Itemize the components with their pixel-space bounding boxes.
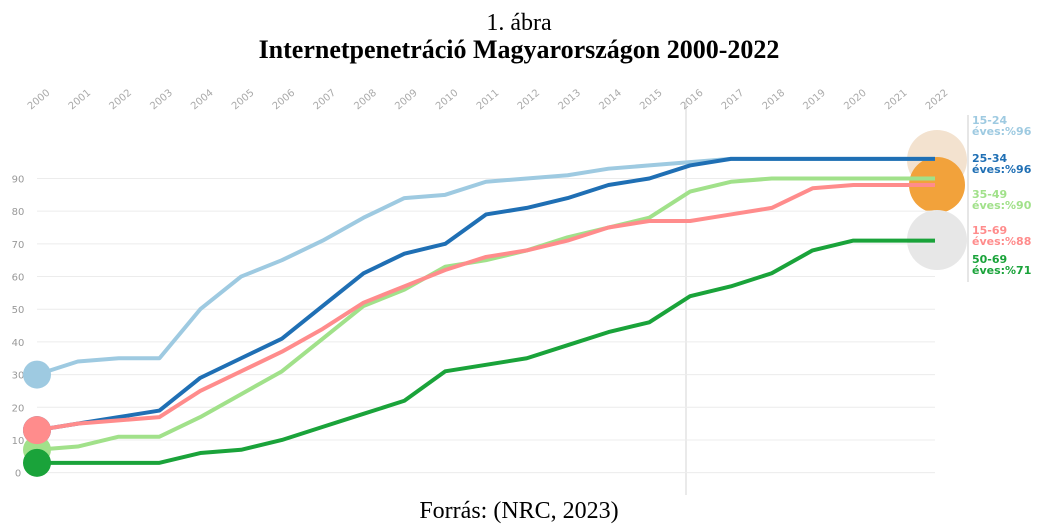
y-tick-label: 10 xyxy=(12,436,25,447)
x-tick-label: 2004 xyxy=(189,88,216,113)
x-tick-label: 2013 xyxy=(556,88,583,113)
start-marker xyxy=(23,361,51,389)
x-tick-label: 2015 xyxy=(638,88,665,113)
x-tick-label: 2006 xyxy=(271,88,298,113)
x-tick-label: 2016 xyxy=(679,88,706,113)
x-tick-label: 2009 xyxy=(393,88,420,113)
legend-label: éves:%90 xyxy=(972,199,1032,212)
x-tick-label: 2019 xyxy=(801,88,828,113)
source: Forrás: (NRC, 2023) xyxy=(419,498,618,524)
x-tick-label: 2002 xyxy=(107,88,134,113)
x-tick-label: 2021 xyxy=(883,88,910,113)
x-tick-label: 2018 xyxy=(761,88,788,113)
legend-label: éves:%71 xyxy=(972,264,1031,277)
legend-label: éves:%88 xyxy=(972,235,1031,248)
x-tick-label: 2001 xyxy=(67,88,94,113)
legend-label: éves:%96 xyxy=(972,125,1032,138)
y-tick-label: 50 xyxy=(12,305,25,316)
start-marker xyxy=(23,449,51,477)
y-tick-label: 20 xyxy=(12,403,25,414)
x-tick-label: 2017 xyxy=(720,88,747,113)
series-line xyxy=(37,159,935,430)
y-tick-label: 0 xyxy=(15,469,21,480)
y-tick-label: 40 xyxy=(12,338,25,349)
series-line xyxy=(37,185,935,430)
x-tick-label: 2011 xyxy=(475,88,502,113)
y-tick-label: 30 xyxy=(12,371,25,382)
x-tick-label: 2008 xyxy=(352,88,379,113)
start-marker xyxy=(23,416,51,444)
x-tick-label: 2010 xyxy=(434,88,461,113)
x-tick-label: 2014 xyxy=(597,88,624,113)
x-tick-label: 2022 xyxy=(924,88,951,113)
figure-label: 1. ábra xyxy=(486,10,552,36)
chart-title: Internetpenetráció Magyarországon 2000-2… xyxy=(259,35,780,64)
x-tick-label: 2000 xyxy=(26,88,53,113)
x-tick-label: 2003 xyxy=(148,88,175,113)
x-tick-label: 2007 xyxy=(312,88,339,113)
legend-label: éves:%96 xyxy=(972,163,1032,176)
y-tick-label: 90 xyxy=(12,174,25,185)
y-tick-label: 80 xyxy=(12,207,25,218)
x-tick-label: 2005 xyxy=(230,88,257,113)
x-tick-label: 2012 xyxy=(516,88,543,113)
chart: 1. ábra Internetpenetráció Magyarországo… xyxy=(0,0,1039,527)
y-tick-label: 60 xyxy=(12,273,25,284)
y-tick-label: 70 xyxy=(12,240,25,251)
x-tick-label: 2020 xyxy=(842,88,869,113)
